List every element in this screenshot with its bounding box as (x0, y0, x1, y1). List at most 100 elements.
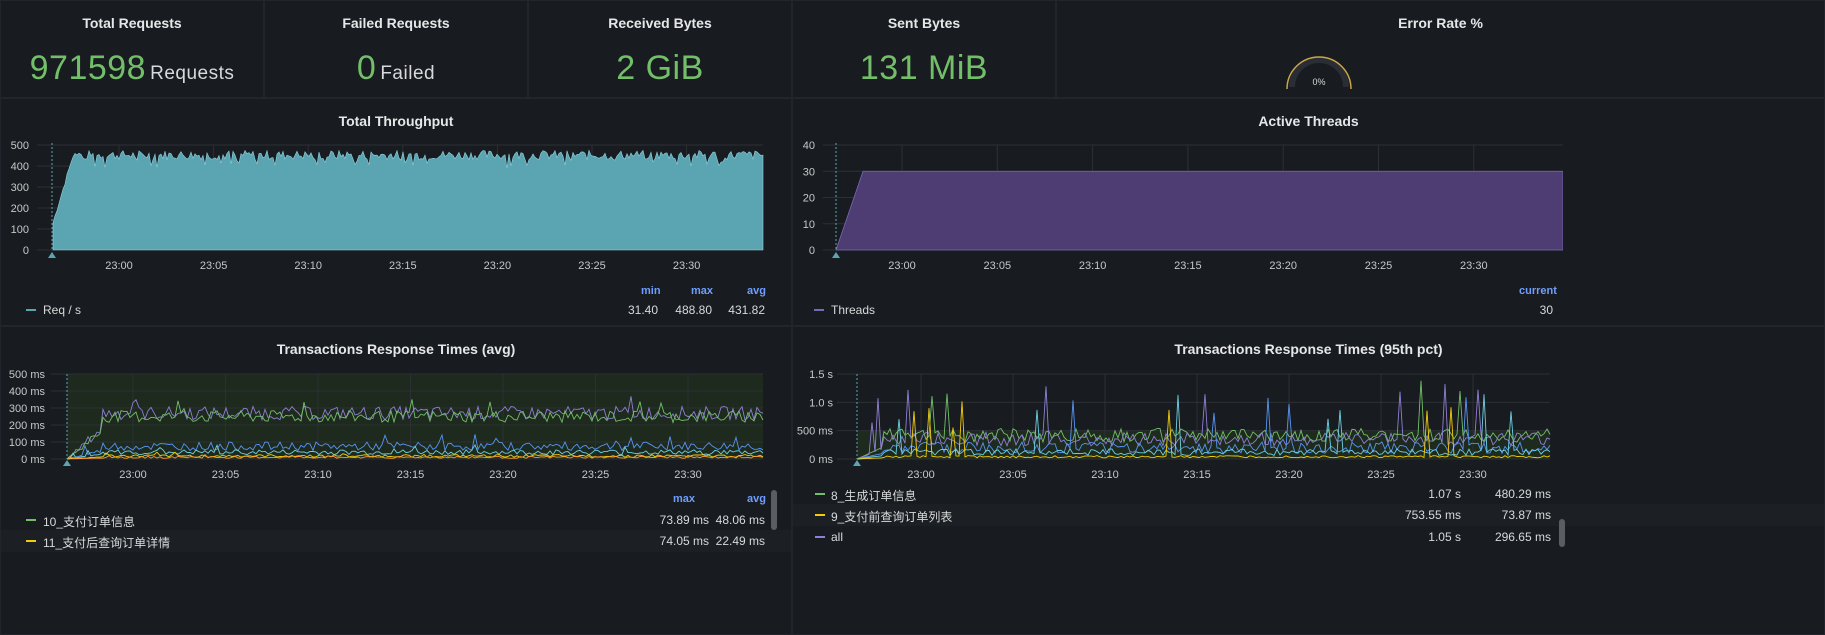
legend-max: 488.80 (675, 303, 712, 317)
legend-avg: 73.87 ms (1501, 508, 1551, 522)
legend-avg: 431.82 (728, 303, 765, 317)
legend-name: Req / s (43, 303, 82, 317)
legend-max: 753.55 ms (1404, 508, 1461, 522)
x-tick-label: 23:25 (582, 469, 610, 481)
panel-title: Sent Bytes (887, 15, 961, 31)
x-tick-label: 23:15 (1174, 260, 1202, 272)
stat-value: 971598 Requests (29, 49, 235, 87)
legend-item-req-s[interactable]: Req / s 31.40 488.80 431.82 (1, 299, 791, 321)
threads-chart[interactable]: 40 30 20 10 0 23:00 23:05 23:10 23:15 23:20 23:25… (793, 131, 1563, 301)
legend-swatch (815, 514, 825, 516)
legend-item-11[interactable]: 11_支付后查询订单详情 74.05 ms 22.49 ms (1, 530, 791, 552)
y-tick-label: 30 (803, 166, 815, 178)
x-tick-label: 23:05 (200, 260, 228, 272)
response-avg-chart[interactable]: 500 ms 400 ms 300 ms 200 ms 100 ms 0 ms 23:00… (1, 359, 792, 509)
legend-item-10[interactable]: 10_支付订单信息 73.89 ms 48.06 ms (1, 509, 791, 531)
series-line (856, 401, 1551, 460)
series-line (856, 383, 1551, 460)
stat-panel-failed-requests[interactable]: Failed Requests 0 Failed (264, 0, 528, 98)
legend-max: 74.05 ms (659, 534, 709, 548)
annotation-marker (63, 460, 71, 466)
response-p95-chart[interactable]: 1.5 s 1.0 s 500 ms 0 ms 23:00 23:05 23:10 23:1… (793, 359, 1563, 509)
x-tick-label: 23:05 (999, 469, 1027, 481)
legend-name: 8_生成订单信息 (831, 489, 917, 503)
legend-swatch (26, 309, 36, 311)
stat-panel-sent-bytes[interactable]: Sent Bytes 131 MiB (792, 0, 1056, 98)
x-tick-label: 23:15 (389, 260, 417, 272)
x-tick-label: 23:30 (673, 260, 701, 272)
legend-item-all[interactable]: all 1.05 s 296.65 ms (793, 526, 1824, 548)
threshold-band (857, 431, 1550, 459)
stat-value: 2 GiB (616, 49, 704, 87)
series-line (66, 396, 764, 460)
annotation-marker (853, 460, 861, 466)
legend-min: 31.40 (627, 303, 658, 317)
throughput-chart[interactable]: 500 400 300 200 100 0 23:00 23:05 23:10 23:15 23:… (1, 131, 792, 301)
legend-item-8[interactable]: 8_生成订单信息 1.07 s 480.29 ms (793, 483, 1824, 505)
annotation-marker (48, 252, 56, 258)
total-throughput-panel[interactable]: Total Throughput 500 400 300 200 100 0 23:00 2… (0, 98, 792, 326)
throughput-area (52, 149, 764, 251)
panel-title: Received Bytes (608, 15, 712, 31)
x-tick-label: 23:30 (1460, 260, 1488, 272)
legend-name: all (831, 530, 844, 544)
legend-name: 9_支付前查询订单列表 (831, 510, 953, 524)
y-tick-label: 200 (11, 203, 29, 215)
legend-item-threads[interactable]: Threads 30 (793, 299, 1824, 321)
y-tick-label: 500 (11, 140, 29, 152)
y-tick-label: 300 ms (9, 403, 46, 415)
stat-panel-total-requests[interactable]: Total Requests 971598 Requests (0, 0, 264, 98)
x-tick-label: 23:20 (489, 469, 517, 481)
y-tick-label: 500 ms (9, 369, 46, 381)
panel-title: Transactions Response Times (avg) (276, 341, 516, 357)
y-tick-label: 400 (11, 161, 29, 173)
legend-swatch (815, 536, 825, 538)
active-threads-panel[interactable]: Active Threads 40 30 20 10 0 23:00 23:05 23:10… (792, 98, 1825, 326)
legend-avg: 296.65 ms (1494, 530, 1551, 544)
stat-value: 0 Failed (356, 49, 436, 87)
series-line (66, 433, 764, 460)
x-tick-label: 23:20 (1275, 469, 1303, 481)
x-tick-label: 23:00 (119, 469, 147, 481)
panel-title: Transactions Response Times (95th pct) (1174, 341, 1443, 357)
y-tick-label: 0 ms (809, 454, 833, 466)
legend-item-9[interactable]: 9_支付前查询订单列表 753.55 ms 73.87 ms (793, 504, 1824, 526)
legend-header-max: max (673, 493, 696, 505)
series-line (66, 399, 764, 460)
x-tick-label: 23:10 (304, 469, 332, 481)
stat-panel-error-rate[interactable]: Error Rate % 0% (1056, 0, 1825, 98)
panel-title: Active Threads (1258, 113, 1359, 129)
x-tick-label: 23:10 (294, 260, 322, 272)
legend-max: 1.07 s (1428, 487, 1461, 501)
legend-name: 11_支付后查询订单详情 (43, 536, 171, 550)
response-times-avg-panel[interactable]: Transactions Response Times (avg) 500 ms… (0, 326, 792, 635)
y-tick-label: 1.5 s (809, 369, 833, 381)
panel-title: Total Requests (82, 15, 182, 31)
legend-header-max: max (691, 285, 714, 297)
y-tick-label: 40 (803, 140, 815, 152)
response-times-p95-panel[interactable]: Transactions Response Times (95th pct) 1… (792, 326, 1825, 635)
y-tick-label: 400 ms (9, 386, 46, 398)
y-tick-label: 1.0 s (809, 397, 833, 409)
legend-max: 1.05 s (1428, 530, 1461, 544)
x-tick-label: 23:00 (888, 260, 916, 272)
legend-header-avg: avg (747, 285, 766, 297)
svg-text:0%: 0% (1312, 77, 1325, 87)
x-tick-label: 23:05 (984, 260, 1012, 272)
legend-scrollbar[interactable] (771, 490, 777, 530)
series-line (66, 443, 764, 460)
stat-value: 131 MiB (859, 49, 989, 87)
legend-swatch (26, 540, 36, 542)
legend-swatch (26, 519, 36, 521)
y-tick-label: 0 (23, 245, 29, 257)
y-tick-label: 20 (803, 193, 815, 205)
series-line (66, 454, 764, 460)
x-tick-label: 23:30 (1459, 469, 1487, 481)
x-tick-label: 23:20 (1269, 260, 1297, 272)
y-tick-label: 200 ms (9, 420, 46, 432)
stat-panel-received-bytes[interactable]: Received Bytes 2 GiB (528, 0, 792, 98)
legend-scrollbar[interactable] (1559, 519, 1565, 547)
x-tick-label: 23:05 (212, 469, 240, 481)
x-tick-label: 23:15 (397, 469, 425, 481)
threads-area (835, 170, 1563, 251)
